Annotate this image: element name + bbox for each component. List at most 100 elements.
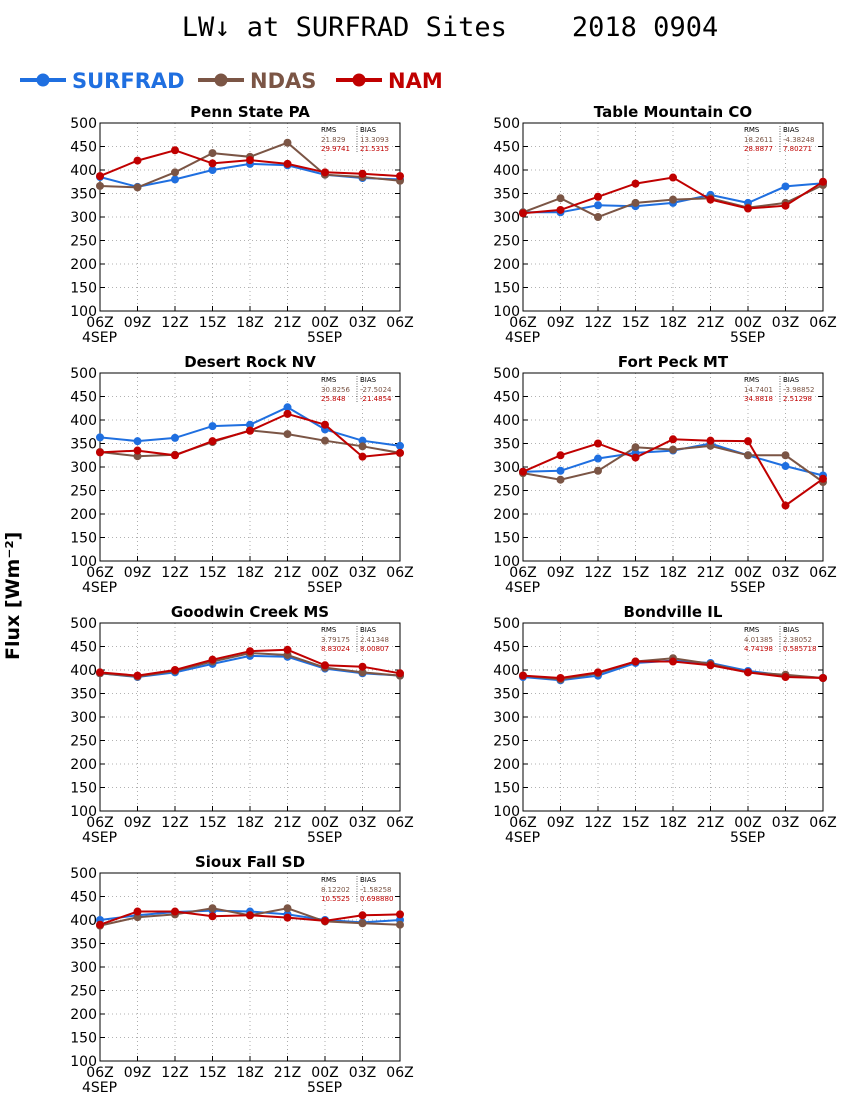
data-point [283, 403, 292, 412]
series-line [99, 654, 401, 679]
date-label: 4SEP [505, 330, 540, 346]
data-point [819, 673, 827, 682]
data-point [171, 168, 179, 177]
data-point [744, 668, 752, 677]
data-point [744, 451, 752, 460]
y-tick-label: 100 [493, 804, 520, 820]
data-point [669, 657, 677, 666]
data-point [246, 152, 254, 161]
data-point [321, 664, 329, 673]
x-tick-label: 06Z [386, 1065, 413, 1081]
plot-frame [99, 872, 401, 1062]
data-point [208, 437, 217, 446]
data-point [246, 651, 254, 660]
data-point [744, 203, 752, 212]
plot-frame [99, 122, 401, 312]
panel-bondville-il: Bondville IL 100 150 200 250 300 350 400 450 500 0… [493, 603, 836, 846]
data-point [594, 201, 602, 210]
legend-marker [214, 73, 228, 87]
x-tick-label: 00Z [734, 815, 761, 831]
y-tick-label: 350 [493, 437, 520, 453]
plot-frame [522, 372, 824, 562]
data-point [321, 917, 329, 926]
x-tick-label: 18Z [659, 315, 686, 331]
data-point [208, 422, 217, 431]
series-line [99, 406, 401, 447]
x-tick-label: 15Z [199, 315, 226, 331]
data-point [819, 673, 827, 682]
data-point [283, 409, 292, 418]
data-point [358, 452, 367, 461]
data-point [283, 913, 292, 922]
data-point [396, 448, 404, 457]
stats-value: -21.4854 [360, 395, 392, 403]
panel-title: Goodwin Creek MS [171, 603, 329, 621]
data-point [819, 673, 827, 682]
data-point [358, 173, 367, 182]
data-point [246, 159, 254, 168]
data-point [556, 675, 565, 684]
series-nam [519, 435, 827, 510]
y-tick-label: 100 [70, 554, 97, 570]
series-surfrad [519, 179, 827, 217]
data-point [556, 208, 565, 217]
series-line [99, 429, 401, 458]
stats-value: 3.79175 [321, 636, 350, 644]
legend: SURFRAD NDAS NAM [20, 69, 443, 93]
data-point [358, 662, 367, 671]
data-point [819, 478, 827, 487]
stats-value: 18.2611 [744, 136, 773, 144]
date-label: 5SEP [307, 830, 342, 846]
data-point [519, 208, 527, 217]
stats-value: 8.00807 [360, 645, 389, 653]
data-point [556, 475, 565, 484]
data-point [133, 671, 142, 680]
stats-header: RMS [744, 376, 760, 384]
data-point [321, 916, 329, 924]
legend-item-ndas: NDAS [198, 69, 316, 93]
series-nam [96, 146, 404, 181]
series-line [99, 149, 401, 178]
data-point [556, 466, 565, 475]
y-tick-label: 500 [70, 366, 97, 382]
data-point [246, 907, 254, 916]
data-point [321, 170, 329, 179]
y-tick-label: 500 [70, 116, 97, 132]
stats-value: 10.5525 [321, 895, 350, 903]
x-tick-label: 15Z [622, 565, 649, 581]
x-tick-label: 06Z [809, 315, 836, 331]
data-point [819, 471, 827, 480]
date-label: 5SEP [307, 1080, 342, 1096]
stats-value: 21.5315 [360, 145, 389, 153]
stats-value: 2.38052 [783, 636, 812, 644]
x-tick-label: 18Z [659, 565, 686, 581]
data-point [706, 659, 715, 668]
x-tick-label: 06Z [509, 315, 536, 331]
x-tick-label: 03Z [349, 565, 376, 581]
data-point [744, 451, 752, 460]
stats-value: 21.829 [321, 136, 346, 144]
legend-marker [352, 73, 366, 87]
stats-value: 28.8877 [744, 145, 773, 153]
x-tick-label: 15Z [622, 315, 649, 331]
data-point [706, 439, 715, 448]
x-tick-label: 12Z [584, 315, 611, 331]
series-line [522, 442, 824, 477]
data-point [396, 441, 404, 450]
date-label: 5SEP [730, 580, 765, 596]
x-tick-label: 06Z [809, 815, 836, 831]
data-point [594, 669, 602, 678]
x-tick-label: 15Z [199, 565, 226, 581]
y-tick-label: 250 [493, 234, 520, 250]
x-tick-label: 06Z [386, 315, 413, 331]
data-point [706, 194, 715, 203]
x-tick-label: 03Z [349, 815, 376, 831]
series-nam [96, 645, 404, 680]
series-surfrad [519, 656, 827, 685]
data-point [133, 183, 142, 192]
data-point [358, 668, 367, 677]
stats-header: BIAS [360, 126, 377, 134]
y-tick-label: 350 [493, 687, 520, 703]
data-point [631, 202, 640, 211]
legend-label: NAM [388, 69, 443, 93]
